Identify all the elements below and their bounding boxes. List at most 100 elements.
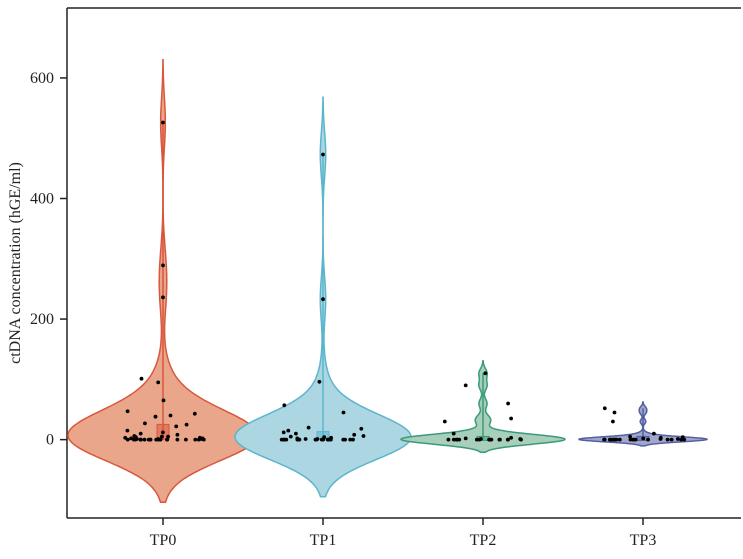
y-tick-label: 600 xyxy=(30,70,54,87)
data-point xyxy=(602,406,607,411)
data-point xyxy=(676,437,680,441)
x-tick-label-tp3: TP3 xyxy=(630,532,657,549)
data-point xyxy=(148,437,153,442)
data-point xyxy=(296,437,301,442)
data-point xyxy=(665,437,670,442)
data-point xyxy=(313,437,318,442)
data-point xyxy=(138,431,143,436)
data-point xyxy=(317,379,322,384)
data-point xyxy=(633,437,638,442)
axes xyxy=(66,7,741,519)
data-point xyxy=(174,424,179,429)
data-point xyxy=(506,401,510,406)
x-tick-label-tp1: TP1 xyxy=(310,532,337,549)
data-point xyxy=(284,437,289,442)
data-point xyxy=(487,437,491,442)
data-point xyxy=(161,120,165,125)
y-axis-label: ctDNA concentration (hGE/ml) xyxy=(7,162,24,364)
data-point xyxy=(352,432,357,437)
y-tick-label: 0 xyxy=(46,432,54,449)
data-point xyxy=(156,380,161,385)
data-point xyxy=(451,431,456,436)
data-point xyxy=(509,416,513,421)
data-point xyxy=(288,434,293,439)
data-point xyxy=(142,437,147,442)
data-point xyxy=(359,426,364,431)
data-point xyxy=(161,430,165,435)
violin-tp0 xyxy=(67,59,259,504)
data-point xyxy=(351,437,355,442)
data-point xyxy=(321,152,325,157)
data-point xyxy=(125,409,130,414)
data-point xyxy=(143,421,147,426)
data-point xyxy=(463,383,468,388)
data-point xyxy=(612,410,617,415)
data-point xyxy=(160,434,164,439)
data-point xyxy=(306,425,311,430)
data-point xyxy=(294,431,298,436)
data-point xyxy=(682,437,687,442)
data-point xyxy=(125,428,130,433)
data-point xyxy=(348,437,353,442)
data-point xyxy=(477,437,482,442)
data-point xyxy=(652,431,656,436)
data-point xyxy=(281,437,286,442)
data-point xyxy=(132,437,136,442)
data-point xyxy=(602,437,606,442)
data-point xyxy=(321,437,325,442)
violin-tp1 xyxy=(234,96,412,498)
violin-tp2 xyxy=(400,360,566,453)
data-point xyxy=(184,422,189,427)
data-point xyxy=(193,437,198,442)
data-point xyxy=(168,413,173,418)
data-point xyxy=(325,437,330,442)
data-point xyxy=(321,297,325,302)
data-point xyxy=(196,437,201,442)
data-point xyxy=(281,430,286,435)
data-point xyxy=(474,437,479,442)
x-tick-label-tp0: TP0 xyxy=(150,532,177,549)
data-point xyxy=(165,437,169,442)
data-point xyxy=(611,419,615,424)
y-tick-label: 400 xyxy=(30,190,54,207)
data-point xyxy=(509,435,513,440)
data-point xyxy=(175,432,180,437)
data-point xyxy=(679,437,684,442)
data-point xyxy=(446,437,451,442)
data-point xyxy=(483,371,488,376)
data-point xyxy=(641,436,646,441)
data-point xyxy=(303,437,308,441)
data-point xyxy=(175,437,180,442)
data-point xyxy=(158,437,163,442)
data-point xyxy=(442,419,447,424)
data-point xyxy=(341,410,346,415)
data-point xyxy=(498,437,502,442)
data-point xyxy=(153,414,158,419)
data-point xyxy=(161,398,166,403)
data-point xyxy=(646,437,650,442)
data-point xyxy=(519,437,523,442)
x-tick-label-tp2: TP2 xyxy=(470,532,497,549)
data-point xyxy=(282,403,287,408)
data-point xyxy=(457,437,462,442)
data-point xyxy=(628,434,632,439)
data-point xyxy=(614,437,619,442)
data-point xyxy=(201,437,206,442)
data-point xyxy=(161,295,165,300)
data-point xyxy=(139,376,144,381)
data-point xyxy=(451,437,456,442)
data-point xyxy=(184,437,188,442)
data-point xyxy=(286,428,291,433)
data-point xyxy=(192,411,197,416)
violin-tp3 xyxy=(578,401,708,447)
data-point xyxy=(610,437,615,442)
data-point xyxy=(463,436,468,441)
y-tick-label: 200 xyxy=(30,311,54,328)
data-point xyxy=(506,437,510,442)
data-point xyxy=(341,437,346,442)
data-point xyxy=(166,434,171,439)
data-point xyxy=(138,437,143,442)
data-point xyxy=(669,437,674,442)
data-point xyxy=(628,437,633,442)
